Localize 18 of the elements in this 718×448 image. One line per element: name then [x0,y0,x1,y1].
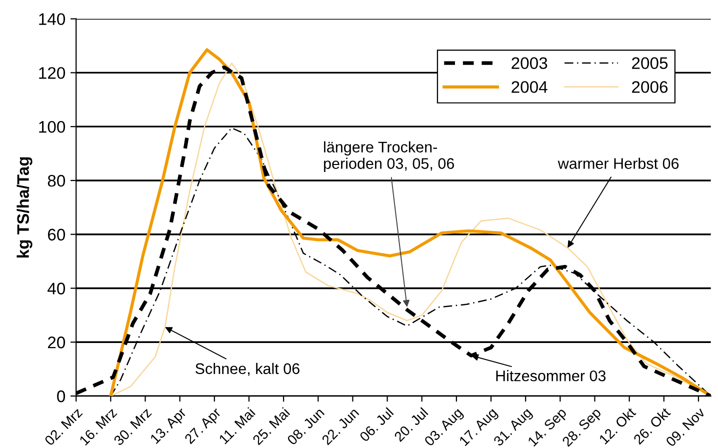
annotation: Schnee, kalt 06 [195,362,300,376]
legend-label: 2006 [632,81,668,93]
annotation: längere Trocken- perioden 03, 05, 06 [324,141,454,172]
x-tick-label: 06. Jul [358,407,394,442]
annotation: warmer Herbst 06 [558,158,679,169]
y-tick-label: 60 [48,228,66,241]
y-tick-label: 120 [39,67,66,79]
annotation: Hitzesommer 03 [496,370,606,382]
y-tick-label: 0 [57,390,66,402]
legend-label: 2005 [632,57,668,70]
legend-label: 2004 [512,81,548,93]
y-tick-label: 40 [48,282,66,294]
y-axis-title: kg TS/ha/Tag [16,157,32,258]
y-tick-label: 80 [48,174,66,187]
legend-label: 2003 [512,57,548,70]
y-tick-label: 100 [39,120,66,133]
y-tick-label: 20 [48,336,66,348]
y-tick-label: 140 [39,13,66,26]
